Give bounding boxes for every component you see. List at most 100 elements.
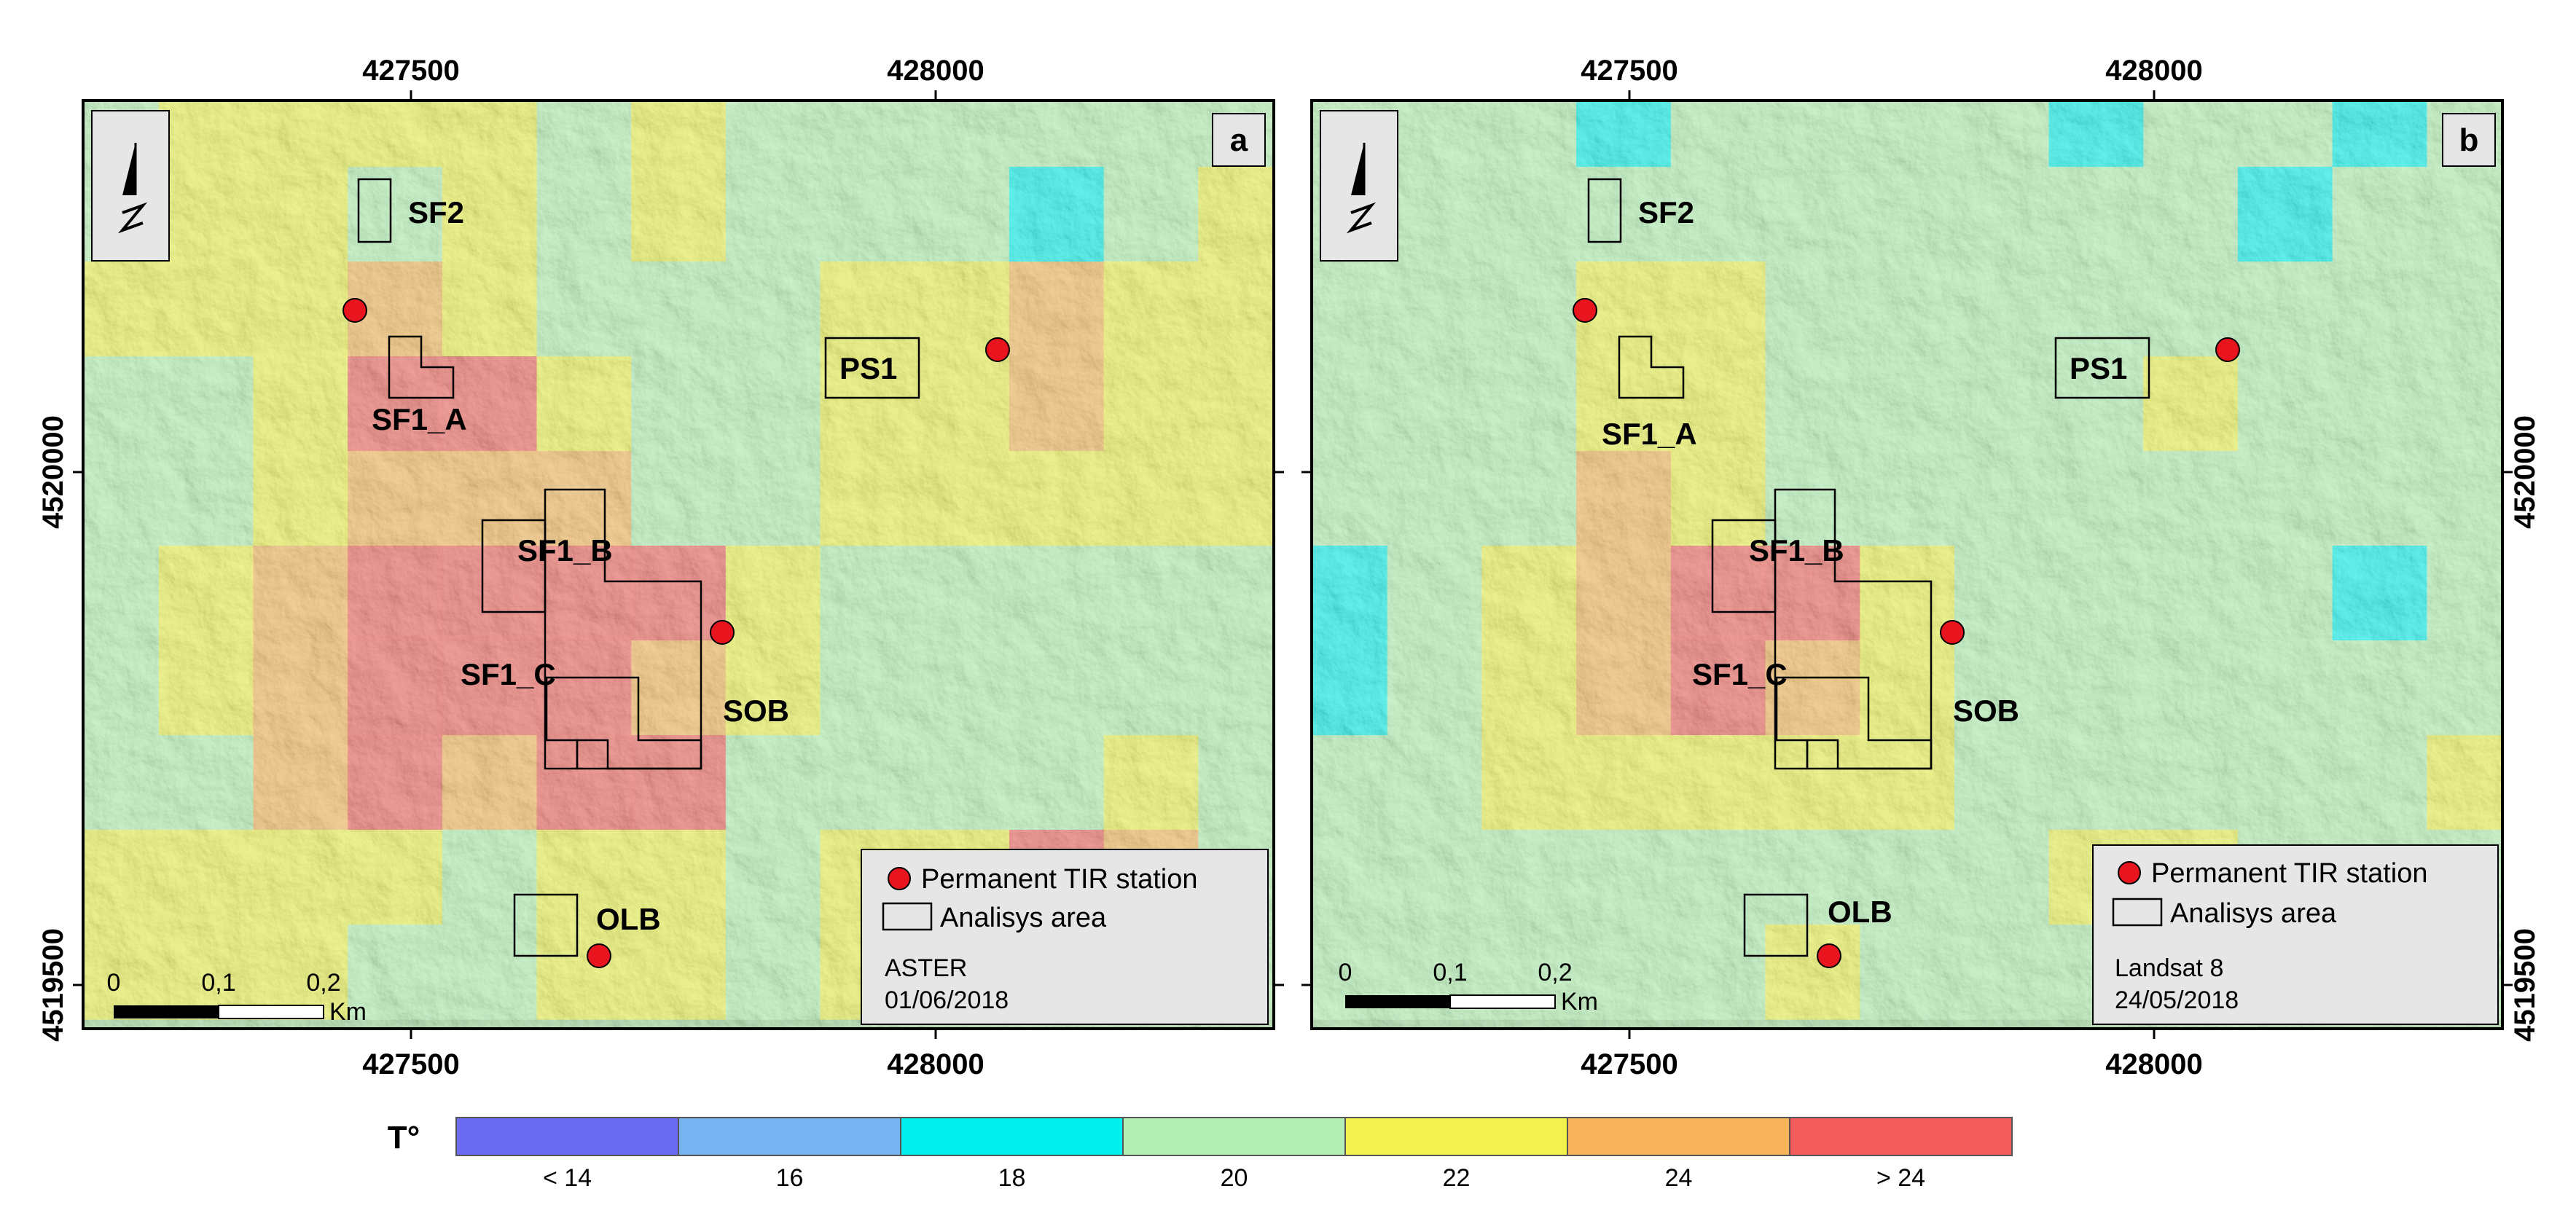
colorbar-swatches: < 14 16 18 20 22 24 > 24	[455, 1117, 2013, 1192]
panel-letter-box	[1212, 113, 1266, 167]
colorbar-swatch	[678, 1117, 901, 1156]
y-tick-left: 4520000	[37, 415, 69, 529]
scale-tick-1: 0,1	[1433, 959, 1467, 986]
label-sf2: SF2	[408, 195, 464, 229]
axis-ticks	[1301, 90, 2513, 1039]
map-legend: Permanent TIR station Analisys area ASTE…	[861, 849, 1269, 1025]
date-label: 24/05/2018	[2115, 986, 2239, 1014]
area-sf1c	[545, 676, 702, 770]
x-tick-top: 428000	[887, 55, 984, 87]
panel-letter: b	[2459, 122, 2479, 158]
temperature-colorbar: T° < 14 16 18 20 22 24 > 24	[388, 1117, 2013, 1192]
x-tick-bottom: 428000	[887, 1048, 984, 1080]
scale-tick-2: 0,2	[306, 969, 340, 997]
map-legend: Permanent TIR station Analisys area Land…	[2092, 844, 2499, 1025]
station-marker	[710, 620, 735, 645]
x-tick-bottom: 427500	[362, 1048, 459, 1080]
legend-area-label: Analisys area	[940, 903, 1107, 933]
colorbar-label: < 14	[543, 1164, 592, 1192]
panel-letter: a	[1230, 122, 1248, 158]
map-frame	[1310, 99, 2504, 1030]
scale-tick-0: 0	[1339, 959, 1352, 986]
colorbar-swatch	[1789, 1117, 2013, 1156]
label-olb: OLB	[596, 902, 661, 936]
station-marker	[1940, 620, 1965, 645]
x-tick-top: 428000	[2105, 55, 2202, 87]
legend-station-marker	[888, 867, 911, 890]
colorbar-label: 16	[776, 1164, 804, 1192]
north-arrow-icon	[1320, 110, 1398, 262]
colorbar-swatch	[1344, 1117, 1568, 1156]
label-sf2: SF2	[1638, 195, 1694, 229]
legend-area-label: Analisys area	[2170, 898, 2337, 929]
area-olb	[1743, 893, 1809, 957]
map-frame	[82, 99, 1275, 1030]
area-sf1b-part	[1711, 519, 1777, 613]
analysis-areas	[357, 178, 920, 957]
area-sf1a	[1618, 335, 1685, 399]
scale-tick-2: 0,2	[1538, 959, 1572, 986]
axis-ticks	[73, 90, 1284, 1039]
scale-bar: 0 0,1 0,2 Km	[1339, 959, 1598, 1016]
scale-unit: Km	[1561, 988, 1598, 1016]
x-tick-top: 427500	[362, 55, 459, 87]
colorbar-label: 20	[1221, 1164, 1248, 1192]
colorbar-swatch	[900, 1117, 1124, 1156]
label-sf1b: SF1_B	[517, 533, 613, 568]
colorbar-label: 22	[1443, 1164, 1471, 1192]
y-tick-left: 4519500	[37, 928, 69, 1042]
x-tick-bottom: 428000	[2105, 1048, 2202, 1080]
station-marker	[985, 337, 1010, 362]
label-sf1c: SF1_C	[1692, 657, 1788, 691]
north-arrow-icon	[91, 110, 170, 262]
station-marker	[1817, 943, 1841, 968]
colorbar-label: > 24	[1876, 1164, 1925, 1192]
tir-stations	[1573, 298, 2240, 968]
label-sf1a: SF1_A	[1602, 417, 1697, 451]
legend-area-swatch	[2112, 898, 2163, 927]
sensor-label: ASTER	[885, 954, 967, 982]
colorbar-swatch	[1122, 1117, 1346, 1156]
area-ps1	[824, 337, 920, 399]
station-marker	[342, 298, 367, 323]
scale-bar: 0 0,1 0,2 Km	[107, 969, 367, 1026]
station-marker	[2215, 337, 2240, 362]
label-ps1: PS1	[839, 351, 897, 385]
area-sf2	[1587, 178, 1622, 243]
panel-letter-box	[2442, 113, 2496, 167]
panel-a-aster-map: SF2 SF1_A SF1_B SF1_C PS1 SOB OLB a Perm…	[37, 55, 1284, 1080]
panel-b-landsat-map: SF2 SF1_A SF1_B SF1_C PS1 SOB OLB b Perm…	[1301, 55, 2541, 1080]
label-sf1c: SF1_C	[461, 657, 556, 691]
sensor-label: Landsat 8	[2115, 954, 2223, 982]
station-marker	[1573, 298, 1597, 323]
label-sob: SOB	[1953, 694, 2019, 728]
scale-tick-0: 0	[107, 969, 121, 997]
area-sf1c	[1775, 676, 1933, 770]
area-sf2	[357, 178, 392, 243]
scale-tick-1: 0,1	[201, 969, 235, 997]
y-tick-right: 4520000	[2509, 415, 2541, 529]
label-sf1a: SF1_A	[372, 402, 467, 436]
area-sf1b-part	[481, 519, 547, 613]
x-tick-top: 427500	[1581, 55, 1677, 87]
area-ps1	[2054, 337, 2150, 399]
colorbar-label: 24	[1665, 1164, 1693, 1192]
label-ps1: PS1	[2070, 351, 2127, 385]
label-sf1b: SF1_B	[1749, 533, 1844, 568]
area-olb	[513, 893, 579, 957]
y-tick-right: 4519500	[2509, 928, 2541, 1042]
legend-station-marker	[2118, 861, 2141, 884]
colorbar-swatch	[1567, 1117, 1790, 1156]
analysis-areas	[1587, 178, 2150, 957]
area-sf1a	[388, 335, 455, 399]
legend-area-swatch	[882, 902, 933, 931]
x-tick-bottom: 427500	[1581, 1048, 1677, 1080]
colorbar-title: T°	[388, 1120, 420, 1155]
legend-station-label: Permanent TIR station	[2151, 858, 2427, 889]
label-olb: OLB	[1828, 895, 1892, 929]
date-label: 01/06/2018	[885, 986, 1009, 1014]
legend-station-label: Permanent TIR station	[921, 864, 1197, 895]
colorbar-swatch	[455, 1117, 679, 1156]
label-sob: SOB	[723, 694, 789, 728]
